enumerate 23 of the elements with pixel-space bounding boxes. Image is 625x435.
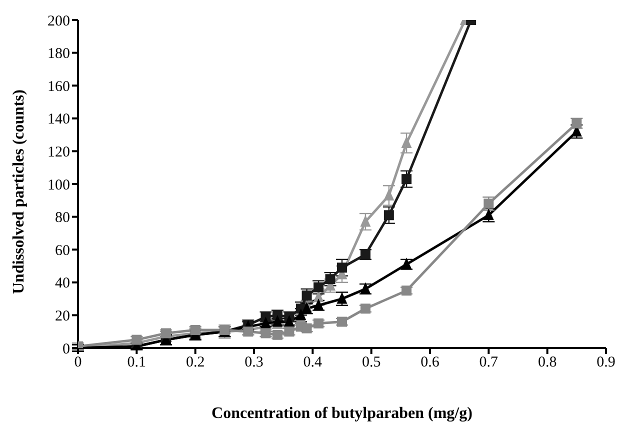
y-tick-label: 180 (48, 46, 70, 62)
x-tick-label: 0.2 (186, 354, 205, 371)
x-tick-label: 0.3 (244, 354, 264, 371)
y-tick-label: 120 (48, 144, 70, 161)
x-tick-label: 0.7 (479, 354, 499, 371)
y-tick-label: 40 (55, 276, 70, 292)
x-tick-label: 0.9 (596, 354, 616, 371)
x-tick-label: 0.8 (538, 354, 557, 371)
x-tick-label: 0.4 (303, 354, 323, 371)
y-tick-label: 140 (48, 112, 70, 128)
x-tick-label: 0.1 (127, 354, 146, 371)
y-tick-label: 0 (62, 341, 70, 358)
y-tick-label: 100 (48, 177, 70, 194)
x-tick-label: 0.6 (420, 354, 440, 371)
y-axis-title: Undissolved particles (counts) (10, 90, 28, 294)
y-tick-label: 80 (55, 210, 70, 226)
y-tick-label: 160 (48, 78, 70, 95)
x-tick-label: 0 (74, 354, 82, 371)
y-tick-label: 20 (55, 308, 70, 325)
x-tick-label: 0.5 (362, 354, 381, 371)
x-axis-title: Concentration of butylparaben (mg/g) (212, 405, 472, 422)
y-tick-label: 60 (55, 242, 70, 259)
y-tick-label: 200 (48, 13, 70, 30)
